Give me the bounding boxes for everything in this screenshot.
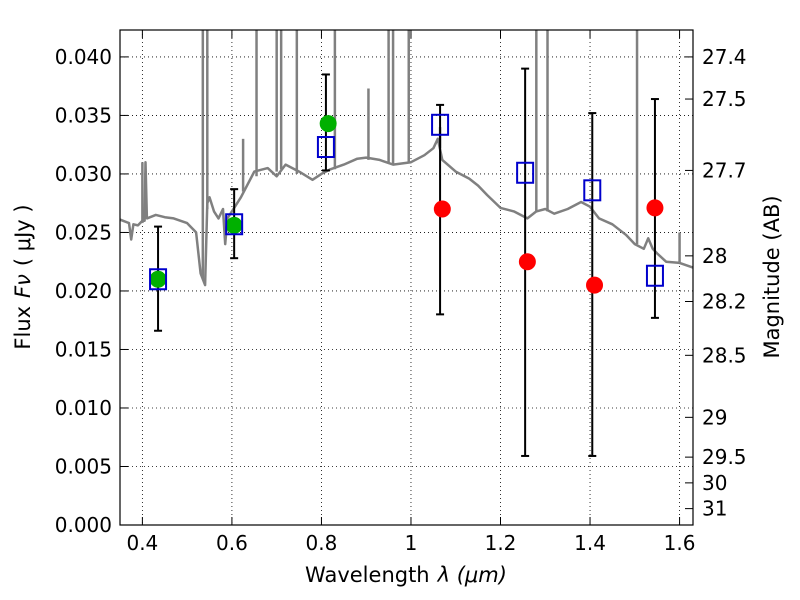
x-tick-label: 1.2 xyxy=(485,531,517,555)
axis-ticks: 0.4 0.6 0.8 1 1.2 1.4 1.6 0.000 0.005 0.010 0.015 0… xyxy=(55,30,747,555)
y-tick-label: 0.035 xyxy=(55,103,112,127)
y-tick-label: 0.015 xyxy=(55,337,112,361)
magnitude-tick-label: 27.5 xyxy=(702,87,747,111)
magnitude-tick-label: 27.7 xyxy=(702,158,747,182)
x-tick-label: 1.6 xyxy=(664,531,696,555)
observed-green-point xyxy=(149,270,167,288)
plot-frame xyxy=(119,29,694,526)
y-tick-label: 0.030 xyxy=(55,162,112,186)
magnitude-tick-label: 29.5 xyxy=(702,445,747,469)
magnitude-tick-label: 30 xyxy=(702,471,727,495)
model-sed-line xyxy=(120,137,693,287)
model-photometry-marker xyxy=(516,161,535,184)
model-photometry-marker xyxy=(583,179,602,202)
observed-red-point xyxy=(433,200,451,218)
model-photometry-marker xyxy=(316,136,335,159)
magnitude-tick-label: 27.4 xyxy=(702,45,747,69)
x-tick-label: 1.4 xyxy=(574,531,606,555)
model-photometry-marker xyxy=(149,268,168,291)
y-axis-label: FluxFν( μJy ) xyxy=(11,204,35,349)
grid-lines xyxy=(120,30,693,526)
observed-red-point xyxy=(646,199,664,217)
y-tick-label: 0.000 xyxy=(55,513,112,537)
x-axis-label: Wavelength λ (μm) xyxy=(305,563,507,587)
magnitude-tick-label: 31 xyxy=(702,497,727,521)
observed-red-point xyxy=(518,253,536,271)
model-photometry-marker xyxy=(645,264,664,287)
observed-green-point xyxy=(225,216,243,234)
model-photometry-marker xyxy=(431,113,450,136)
observed-red-point xyxy=(586,276,604,294)
magnitude-tick-label: 28 xyxy=(702,244,727,268)
x-tick-label: 1 xyxy=(405,531,418,555)
x-tick-label: 0.4 xyxy=(126,531,158,555)
y-tick-label: 0.010 xyxy=(55,396,112,420)
magnitude-tick-label: 28.2 xyxy=(702,289,747,313)
x-tick-label: 0.6 xyxy=(216,531,248,555)
y-tick-label: 0.040 xyxy=(55,45,112,69)
x-tick-label: 0.8 xyxy=(306,531,338,555)
y2-axis-label: Magnitude (AB) xyxy=(760,195,784,358)
observed-green-point xyxy=(319,115,337,133)
magnitude-tick-label: 28.5 xyxy=(702,343,747,367)
model-photometry-marker xyxy=(225,213,244,236)
magnitude-tick-label: 29 xyxy=(702,405,727,429)
y-tick-label: 0.025 xyxy=(55,220,112,244)
y-tick-label: 0.020 xyxy=(55,279,112,303)
y-tick-label: 0.005 xyxy=(55,454,112,478)
plot-area xyxy=(120,30,693,457)
